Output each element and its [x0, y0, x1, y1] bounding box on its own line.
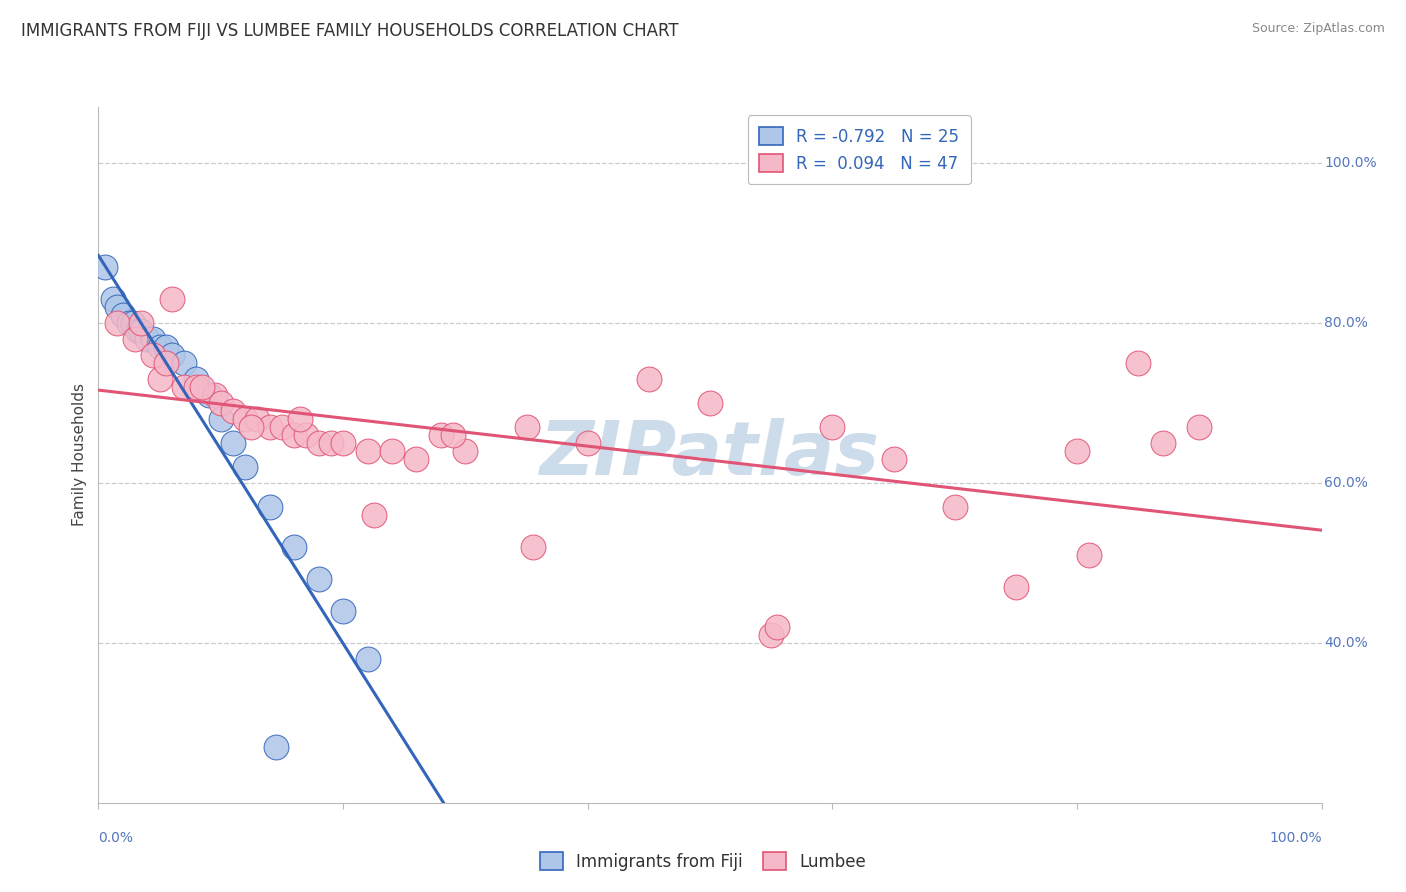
Point: [290, 412, 312, 426]
Y-axis label: Family Households: Family Households: [72, 384, 87, 526]
Point: [430, 428, 453, 442]
Point: [149, 340, 172, 354]
Point: [766, 620, 789, 634]
Point: [209, 412, 232, 426]
Point: [522, 540, 544, 554]
Point: [943, 500, 966, 514]
Text: ZIPatlas: ZIPatlas: [540, 418, 880, 491]
Point: [101, 292, 124, 306]
Point: [883, 451, 905, 466]
Text: 60.0%: 60.0%: [1324, 476, 1368, 490]
Point: [129, 324, 152, 338]
Point: [186, 380, 208, 394]
Point: [356, 652, 378, 666]
Point: [1066, 444, 1088, 458]
Point: [308, 572, 330, 586]
Point: [160, 348, 183, 362]
Point: [821, 420, 844, 434]
Point: [160, 292, 183, 306]
Point: [576, 436, 599, 450]
Point: [363, 508, 385, 522]
Point: [105, 300, 128, 314]
Point: [319, 436, 342, 450]
Point: [233, 459, 256, 474]
Point: [1152, 436, 1174, 450]
Text: Source: ZipAtlas.com: Source: ZipAtlas.com: [1251, 22, 1385, 36]
Text: IMMIGRANTS FROM FIJI VS LUMBEE FAMILY HOUSEHOLDS CORRELATION CHART: IMMIGRANTS FROM FIJI VS LUMBEE FAMILY HO…: [21, 22, 679, 40]
Point: [332, 436, 354, 450]
Point: [127, 324, 149, 338]
Text: 0.0%: 0.0%: [98, 830, 134, 845]
Point: [1128, 356, 1150, 370]
Point: [1078, 548, 1101, 562]
Point: [516, 420, 538, 434]
Text: 80.0%: 80.0%: [1324, 316, 1368, 330]
Point: [259, 500, 281, 514]
Point: [93, 260, 115, 274]
Point: [222, 404, 245, 418]
Legend: R = -0.792   N = 25, R =  0.094   N = 47: R = -0.792 N = 25, R = 0.094 N = 47: [748, 115, 970, 185]
Point: [454, 444, 477, 458]
Point: [142, 332, 165, 346]
Point: [259, 420, 281, 434]
Point: [142, 348, 165, 362]
Text: 100.0%: 100.0%: [1324, 156, 1376, 170]
Point: [295, 428, 318, 442]
Point: [197, 388, 219, 402]
Point: [405, 451, 427, 466]
Point: [761, 628, 783, 642]
Point: [186, 372, 208, 386]
Point: [637, 372, 661, 386]
Point: [149, 372, 172, 386]
Point: [270, 420, 294, 434]
Point: [240, 420, 263, 434]
Point: [155, 340, 177, 354]
Point: [136, 332, 159, 346]
Point: [124, 332, 146, 346]
Point: [332, 604, 354, 618]
Point: [283, 540, 305, 554]
Point: [118, 316, 141, 330]
Point: [111, 308, 134, 322]
Text: 100.0%: 100.0%: [1270, 830, 1322, 845]
Point: [233, 412, 256, 426]
Point: [209, 396, 232, 410]
Point: [264, 739, 287, 754]
Point: [246, 412, 269, 426]
Point: [105, 316, 128, 330]
Point: [441, 428, 464, 442]
Point: [191, 380, 214, 394]
Point: [356, 444, 378, 458]
Point: [155, 356, 177, 370]
Point: [121, 316, 143, 330]
Point: [173, 380, 195, 394]
Point: [129, 316, 152, 330]
Point: [283, 428, 305, 442]
Point: [173, 356, 195, 370]
Point: [222, 436, 245, 450]
Text: 40.0%: 40.0%: [1324, 636, 1368, 650]
Point: [1188, 420, 1211, 434]
Point: [1004, 580, 1026, 594]
Point: [699, 396, 721, 410]
Legend: Immigrants from Fiji, Lumbee: Immigrants from Fiji, Lumbee: [531, 844, 875, 880]
Point: [308, 436, 330, 450]
Point: [204, 388, 226, 402]
Point: [381, 444, 404, 458]
